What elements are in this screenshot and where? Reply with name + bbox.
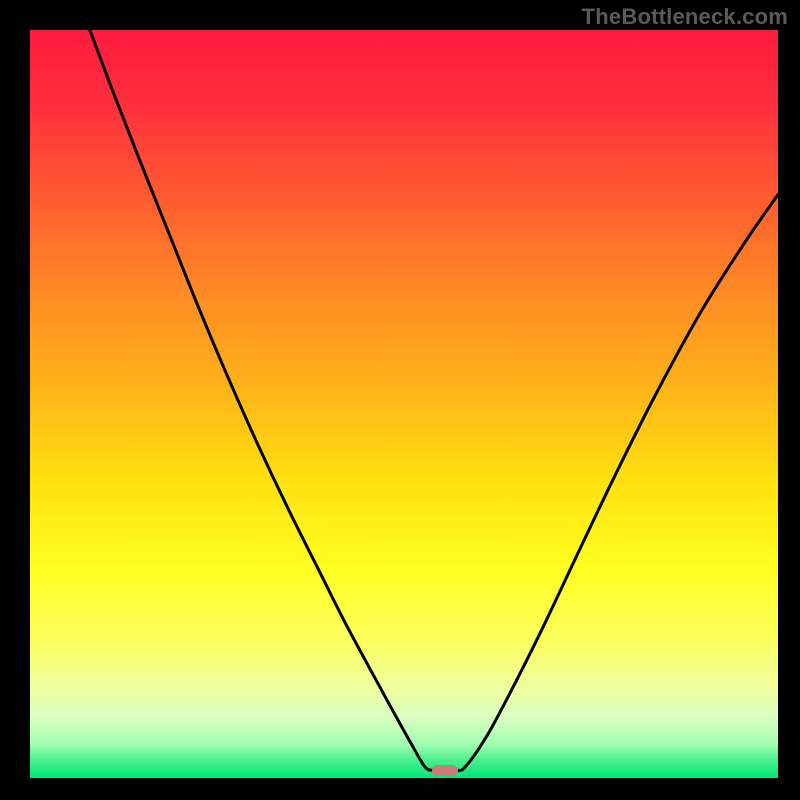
plot-area xyxy=(30,30,778,778)
bottleneck-marker xyxy=(432,765,458,777)
chart-frame: TheBottleneck.com xyxy=(0,0,800,800)
bottleneck-curve xyxy=(30,30,778,778)
watermark-text: TheBottleneck.com xyxy=(582,4,788,30)
